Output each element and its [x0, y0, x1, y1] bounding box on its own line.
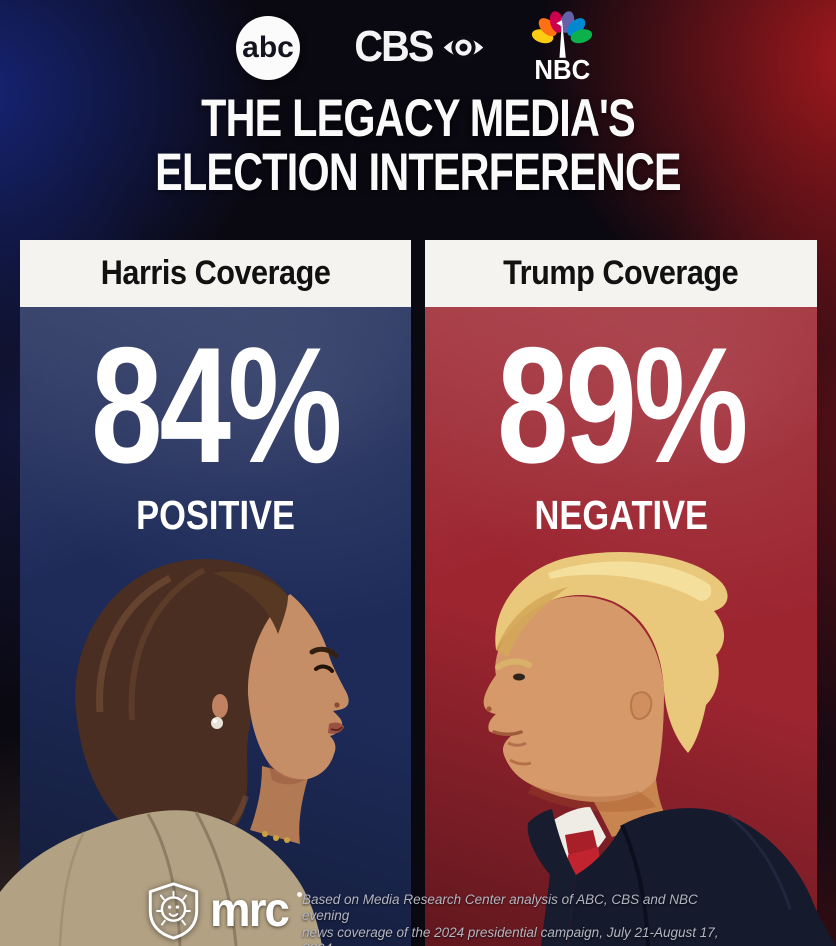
cbs-eye-icon	[443, 34, 484, 60]
trump-coverage-panel: Trump Coverage 89% NEGATIVE	[425, 240, 817, 946]
harris-stat-qualifier: POSITIVE	[136, 492, 295, 538]
network-logos-row: abc CBS NBC	[0, 0, 836, 92]
headline-line2: ELECTION INTERFERENCE	[155, 143, 681, 203]
headline-line1: THE LEGACY MEDIA'S	[201, 89, 636, 148]
mrc-logo-label: mrc	[210, 884, 290, 937]
trump-panel-body: 89% NEGATIVE	[425, 307, 817, 946]
nbc-logo-label: NBC	[534, 54, 590, 85]
source-disclaimer: Based on Media Research Center analysis …	[302, 892, 742, 946]
trump-panel-title: Trump Coverage	[503, 254, 739, 292]
harris-coverage-panel: Harris Coverage 84% POSITIVE	[20, 240, 411, 946]
harris-panel-body: 84% POSITIVE	[20, 307, 411, 946]
mrc-shield-lion-icon	[148, 882, 199, 940]
disclaimer-line2: news coverage of the 2024 presidential c…	[302, 924, 719, 946]
harris-stat-value: 84%	[91, 313, 342, 497]
cbs-logo: CBS	[350, 25, 485, 69]
harris-panel-header: Harris Coverage	[20, 240, 411, 307]
nbc-peacock-icon	[531, 11, 593, 58]
disclaimer-line1: Based on Media Research Center analysis …	[302, 892, 698, 924]
trump-stat-value: 89%	[496, 313, 748, 497]
cbs-logo-label: CBS	[354, 22, 434, 71]
abc-logo-label: abc	[242, 31, 294, 64]
harris-panel-title: Harris Coverage	[100, 254, 331, 292]
abc-logo-icon: abc	[236, 16, 300, 80]
nbc-logo: NBC	[512, 5, 612, 84]
mrc-logo: mrc	[146, 882, 303, 940]
trump-panel-header: Trump Coverage	[425, 240, 817, 307]
trump-stat-qualifier: NEGATIVE	[534, 492, 708, 538]
headline: THE LEGACY MEDIA'S ELECTION INTERFERENCE	[92, 89, 744, 203]
